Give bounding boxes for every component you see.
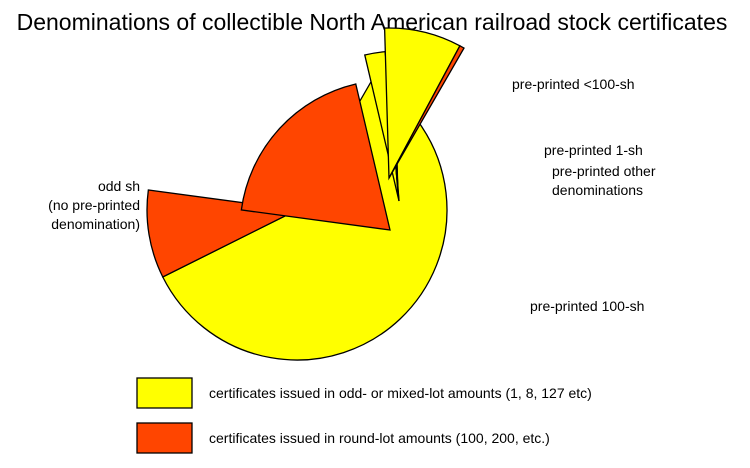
- slice-label-line: pre-printed 100-sh: [530, 298, 644, 314]
- slice-label-line: denomination): [51, 216, 140, 232]
- slice-label-2: pre-printed 100-sh: [530, 298, 644, 314]
- legend: certificates issued in odd- or mixed-lot…: [136, 377, 592, 454]
- legend-label-round: certificates issued in round-lot amounts…: [209, 430, 550, 446]
- slice-label-line: pre-printed <100-sh: [512, 76, 635, 92]
- slice-label-5: pre-printed <100-sh: [512, 76, 635, 92]
- slice-label-line: pre-printed 1-sh: [544, 142, 643, 158]
- legend-swatch-odd: [136, 377, 193, 409]
- slice-label-line: (no pre-printed: [48, 197, 140, 213]
- slice-label-4: pre-printed 1-sh: [544, 142, 643, 158]
- slice-label-3: pre-printed other denominations: [552, 163, 656, 198]
- slice-label-line: odd sh: [98, 178, 140, 194]
- slice-1-odd-lot: [161, 79, 448, 361]
- slice-label-line: denominations: [552, 182, 643, 198]
- slice-2-round-lot: [240, 83, 391, 231]
- slice-label-line: pre-printed other: [552, 163, 656, 179]
- slice-5-round-lot: [388, 44, 465, 179]
- chart-title: Denominations of collectible North Ameri…: [17, 9, 728, 35]
- slice-labels: odd sh (no pre-printed denomination) pre-pr…: [48, 76, 656, 314]
- legend-swatch-round: [136, 422, 193, 454]
- legend-label-odd: certificates issued in odd- or mixed-lot…: [209, 385, 592, 401]
- slice-label-1: odd sh (no pre-printed denomination): [48, 178, 140, 232]
- pie-slices: [146, 27, 465, 361]
